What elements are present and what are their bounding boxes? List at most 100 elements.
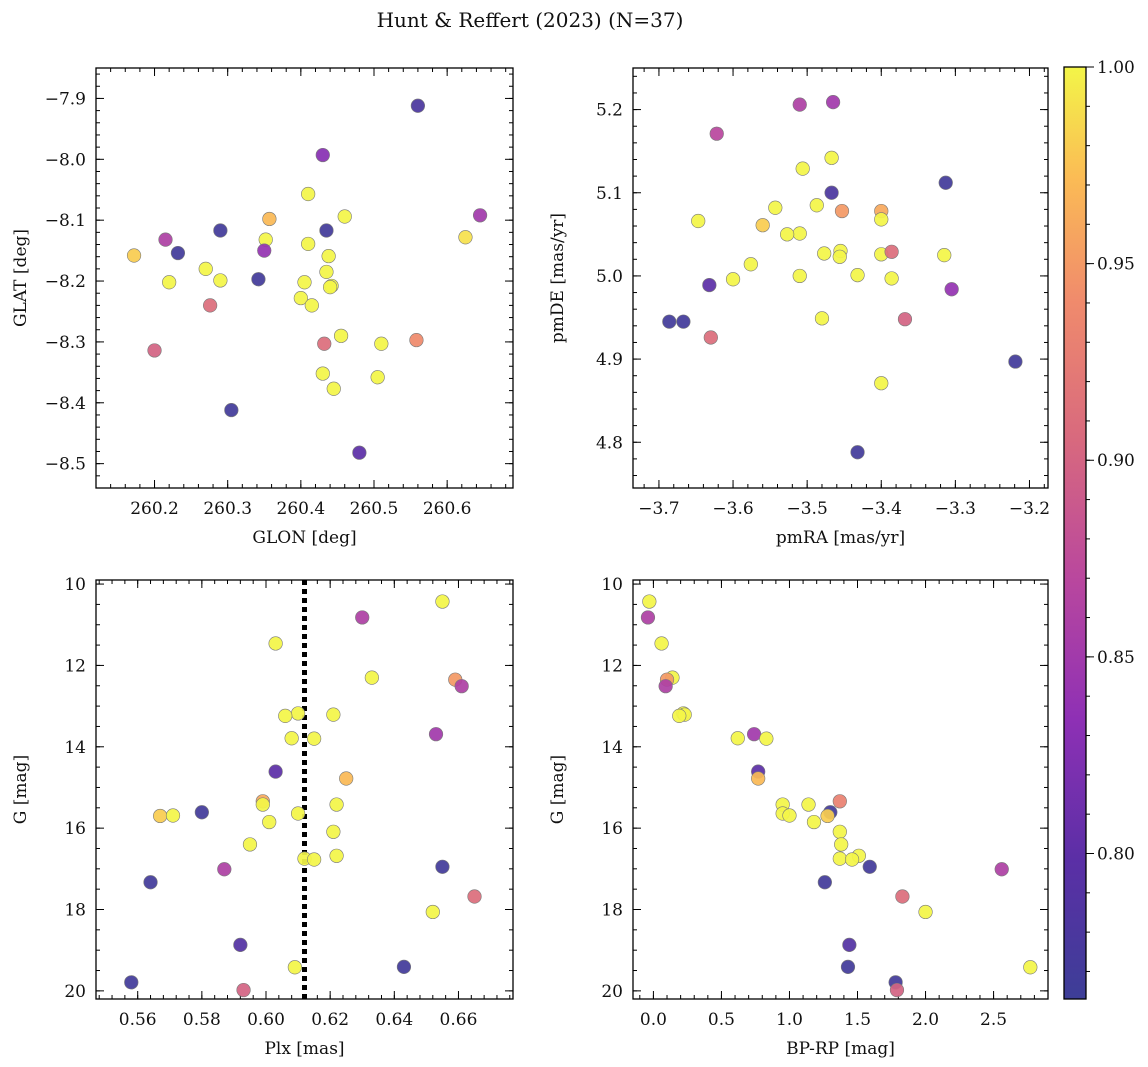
scatter-point: [832, 794, 847, 809]
y-tick-label: 18: [601, 901, 623, 921]
scatter-point: [937, 248, 952, 263]
scatter-point: [743, 257, 758, 272]
colorbar-tick-label: 0.80: [1097, 844, 1135, 864]
x-tick-label: 2.0: [912, 1010, 939, 1030]
x-tick-label: 0.60: [247, 1010, 285, 1030]
scatter-point: [333, 328, 349, 343]
scatter-point: [792, 97, 807, 112]
scatter-point: [654, 636, 669, 651]
scatter-point: [268, 636, 283, 651]
scatter-point: [326, 824, 341, 839]
scatter-point: [825, 94, 841, 110]
scatter-point: [832, 249, 847, 264]
scatter-point: [217, 862, 232, 877]
panel-bprp-g: 0.0 0.5 1.0 1.5 2.0 2.5 10 12 14 16 18 20 BP-RP [mag…: [548, 575, 1049, 1059]
x-tick-label: 0.64: [375, 1010, 413, 1030]
scatter-point: [467, 889, 482, 904]
scatter-point: [472, 208, 488, 223]
scatter-point: [768, 200, 783, 215]
y-tick-label: −8.5: [45, 455, 86, 475]
panel-plx-g: 0.56 0.58 0.60 0.62 0.64 0.66 10 12 14 16 18 20 Plx …: [11, 575, 514, 1059]
scatter-point: [317, 336, 332, 351]
scatter-point: [262, 211, 277, 227]
x-tick-label: −3.5: [787, 499, 828, 519]
y-axis-label: pmDE [mas/yr]: [548, 213, 568, 343]
y-tick-label: 20: [64, 982, 86, 1002]
scatter-point: [944, 282, 959, 297]
scatter-point: [806, 814, 822, 830]
x-axis-label: Plx [mas]: [264, 1039, 344, 1059]
scatter-point: [824, 185, 839, 200]
axes-frame: [95, 67, 514, 489]
y-tick-label: −8.1: [45, 211, 86, 231]
scatter-point: [874, 212, 889, 227]
scatter-point: [458, 230, 473, 245]
scatter-point: [370, 370, 385, 385]
y-axis-label: G [mag]: [11, 755, 31, 824]
scatter-point: [352, 445, 367, 460]
scatter-point: [339, 771, 354, 786]
scatter-point: [780, 227, 795, 242]
scatter-point: [321, 248, 336, 264]
scatter-point: [301, 236, 316, 252]
x-tick-label: 260.5: [350, 499, 399, 519]
scatter-point: [725, 272, 741, 287]
y-tick-label: −8.0: [45, 150, 86, 170]
scatter-point: [850, 267, 865, 283]
axes-frame: [632, 579, 1049, 1000]
scatter-point: [889, 982, 905, 998]
scatter-point: [290, 806, 306, 821]
scatter-point: [409, 332, 424, 348]
scatter-point: [759, 731, 774, 746]
scatter-point: [435, 594, 450, 609]
scatter-point: [425, 904, 440, 920]
x-tick-label: 0.66: [440, 1010, 478, 1030]
panel-pmra-pmde: −3.7 −3.6 −3.5 −3.4 −3.3 −3.2 4.8 4.9 5.0 5.1 5.2 p…: [548, 67, 1050, 548]
scatter-point: [842, 937, 857, 952]
x-tick-label: −3.3: [935, 499, 976, 519]
scatter-point: [165, 808, 181, 823]
y-tick-label: −8.3: [45, 333, 86, 353]
colorbar-tick-label: 0.85: [1097, 648, 1135, 668]
scatter-point: [301, 186, 316, 202]
scatter-point: [251, 272, 266, 287]
y-axis-label: GLAT [deg]: [11, 229, 31, 327]
scatter-point: [126, 248, 142, 263]
scatter-point: [297, 275, 312, 290]
scatter-point: [755, 218, 770, 233]
scatter-point: [257, 243, 272, 258]
scatter-point: [709, 126, 724, 141]
scatter-point: [795, 161, 810, 176]
x-tick-label: 0.58: [183, 1010, 221, 1030]
scatter-point: [918, 904, 933, 920]
y-tick-label: 5.2: [596, 101, 623, 121]
scatter-point: [824, 150, 839, 165]
scatter-point: [124, 975, 139, 990]
scatter-point: [396, 959, 412, 974]
scatter-point: [242, 837, 258, 852]
scatter-point: [844, 852, 860, 867]
scatter-point: [329, 848, 344, 863]
scatter-point: [287, 960, 302, 975]
y-tick-label: 14: [64, 738, 86, 758]
scatter-point: [820, 808, 835, 824]
scatter-point: [364, 670, 379, 685]
scatter-point: [1008, 354, 1023, 369]
scatter-point: [809, 198, 824, 213]
scatter-point: [454, 679, 469, 694]
scatter-point: [374, 336, 389, 351]
y-tick-label: 18: [64, 901, 86, 921]
scatter-point: [938, 175, 953, 190]
scatter-point: [224, 402, 239, 418]
scatter-point: [278, 708, 293, 723]
colorbar-tick-label: 0.90: [1097, 451, 1135, 471]
scatter-point: [1023, 960, 1038, 975]
scatter-point: [862, 859, 877, 874]
scatter-point: [640, 610, 656, 625]
x-tick-label: 260.2: [130, 499, 179, 519]
y-tick-label: −8.2: [45, 272, 86, 292]
scatter-point: [290, 706, 306, 721]
scatter-point: [170, 245, 186, 261]
scatter-point: [307, 731, 322, 746]
